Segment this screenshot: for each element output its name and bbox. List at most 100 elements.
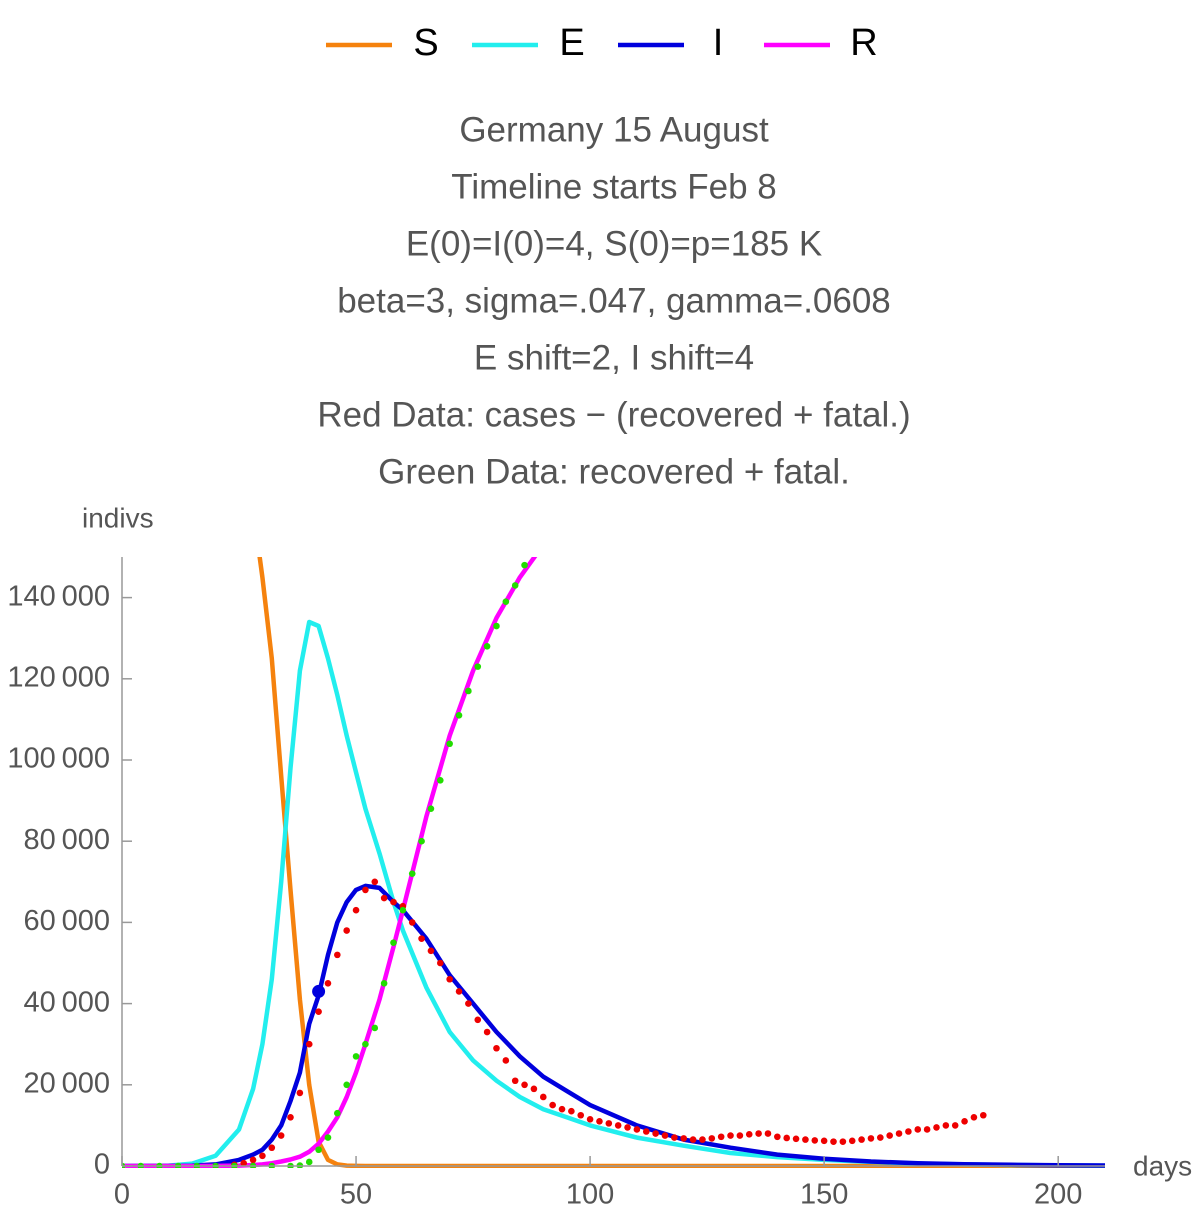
data-point [970,1113,978,1121]
data-point [755,1130,762,1137]
data-point [362,886,369,894]
data-point [287,1113,294,1121]
data-point [614,1122,622,1129]
x-tick-label: 200 [1034,1179,1082,1211]
data-point [942,1122,950,1129]
data-point [446,740,453,748]
data-point [390,939,397,946]
data-point [334,951,341,959]
data-point [661,1132,669,1139]
data-point [408,870,416,877]
data-point [839,1138,847,1145]
data-point [727,1132,734,1139]
plot-area [122,557,1106,1168]
data-point [418,837,425,845]
data-point [521,1081,528,1089]
chart-title: E(0)=I(0)=4, S(0)=p=185 K [406,224,822,263]
data-point [867,1135,875,1142]
data-point [586,1116,594,1123]
data-point [764,1130,772,1137]
data-point [792,1135,800,1143]
data-point [802,1136,809,1143]
data-point [745,1131,753,1138]
chart-title: beta=3, sigma=.047, gamma=.0608 [337,281,891,320]
data-point [502,598,510,605]
data-point [539,1093,547,1101]
data-point [483,1028,491,1036]
chart-title: E shift=2, I shift=4 [474,338,754,377]
data-point [437,959,444,967]
data-point [633,1126,641,1133]
chart-title: Germany 15 August [459,110,769,149]
data-point [511,582,519,589]
data-point [418,935,425,942]
y-tick-label: 20 000 [24,1067,110,1099]
data-point [427,805,435,813]
x-tick-label: 100 [566,1179,614,1211]
series-line [122,619,1106,1168]
data-point [521,561,528,569]
y-tick-label: 120 000 [7,661,110,693]
data-point [858,1136,865,1143]
data-point [315,1008,322,1016]
data-point [371,878,379,886]
data-point [558,1105,566,1113]
data-point [483,643,491,650]
data-point [493,622,500,630]
data-point [474,663,482,670]
y-tick-label: 80 000 [24,824,110,856]
x-axis-label: days [1133,1150,1192,1181]
data-point [820,1137,828,1145]
y-tick-label: 0 [94,1149,110,1181]
data-point [408,919,416,926]
data-point [343,927,350,934]
data-point [352,1053,360,1060]
x-tick-label: 0 [114,1179,130,1211]
data-point [502,1057,510,1064]
chart-title: Red Data: cases − (recovered + fatal.) [317,395,910,434]
y-tick-label: 60 000 [24,905,110,937]
data-point [699,1136,706,1143]
data-point [277,1132,285,1139]
data-point [783,1134,790,1142]
data-point [905,1128,912,1135]
data-point [708,1135,716,1142]
data-point [811,1137,819,1144]
data-point [736,1132,744,1139]
data-point [455,712,463,719]
data-point [305,1158,313,1166]
data-point [324,980,332,987]
data-point [455,988,463,995]
data-point [296,1089,304,1097]
series-line [122,557,538,1168]
data-point [474,1016,482,1024]
data-point [437,777,444,784]
data-point [886,1132,893,1139]
x-tick-label: 50 [340,1179,372,1211]
y-axis-label: indivs [82,502,154,533]
data-point [577,1111,585,1119]
data-point [305,1040,313,1048]
data-point [343,1081,350,1089]
chart-title: Timeline starts Feb 8 [451,167,776,206]
series-line [257,557,1105,1168]
data-point [605,1120,613,1127]
data-point [268,1144,276,1152]
data-point [465,1000,472,1007]
data-point [961,1118,968,1125]
data-point [951,1122,959,1129]
data-point [830,1138,837,1145]
data-point [568,1107,575,1115]
y-tick-label: 100 000 [7,743,110,775]
data-point [642,1128,650,1135]
chart-title: Green Data: recovered + fatal. [378,452,850,491]
data-point [933,1124,940,1131]
data-point [914,1126,922,1133]
data-point [895,1130,903,1137]
data-point [259,1152,266,1160]
data-point [324,1134,332,1141]
data-point [362,1040,369,1048]
data-point [380,894,388,902]
data-point [530,1085,538,1093]
